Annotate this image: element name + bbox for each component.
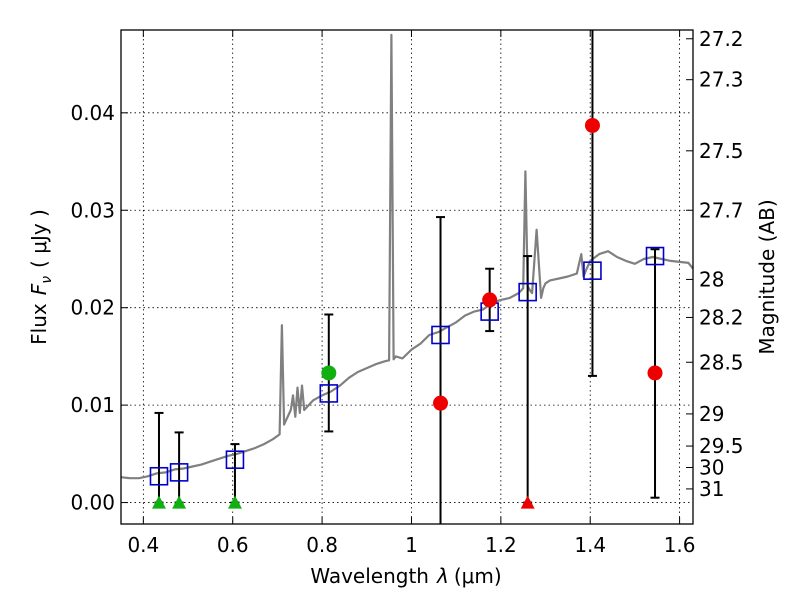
y-tick-label: 0.03 — [70, 198, 115, 222]
model-box — [319, 384, 339, 403]
green-triangle-marker — [228, 495, 242, 509]
green-triangle-marker — [152, 495, 166, 509]
x-tick-label: 1.4 — [574, 533, 606, 557]
red-point — [584, 117, 600, 133]
right-tick-label: 27.7 — [699, 198, 744, 222]
right-tick-label: 28.2 — [699, 305, 744, 329]
model-box — [431, 325, 450, 345]
data-points — [152, 117, 663, 509]
right-tick-label: 27.2 — [699, 27, 744, 51]
model-box — [645, 246, 665, 266]
right-tick-label: 28 — [699, 267, 724, 291]
red-point — [433, 395, 449, 411]
model-box — [169, 463, 189, 482]
right-tick-label: 27.3 — [699, 68, 744, 92]
model-boxes — [149, 246, 665, 486]
green-point — [321, 365, 337, 381]
x-tick-label: 0.6 — [217, 533, 249, 557]
right-tick-label: 30 — [699, 455, 724, 479]
x-axis-title: Wavelength λ (μm) — [310, 564, 501, 588]
green-triangle-marker — [172, 495, 187, 509]
spectrum-line — [120, 33, 694, 480]
model-box — [149, 466, 169, 486]
y-tick-label: 0.04 — [70, 101, 115, 125]
y-tick-label: 0.00 — [70, 491, 115, 515]
right-tick-label: 27.5 — [699, 139, 744, 163]
x-tick-label: 0.4 — [127, 533, 159, 557]
grid — [121, 30, 693, 524]
red-point — [482, 292, 498, 308]
x-tick-label: 0.8 — [306, 533, 338, 557]
x-tick-label: 1 — [405, 533, 418, 557]
red-triangle-marker — [520, 495, 535, 509]
y-tick-label: 0.01 — [70, 393, 115, 417]
axis-ticks: 0.4 0.6 0.8 1 1.2 1.4 1.6 0.00 0.01 0.02 0.03 0.04 2… — [70, 27, 743, 557]
right-tick-label: 31 — [699, 477, 724, 501]
model-box — [518, 282, 537, 302]
red-point — [647, 365, 663, 381]
right-axis-title: Magnitude (AB) — [755, 199, 779, 354]
model-box — [225, 450, 245, 469]
x-tick-label: 1.2 — [485, 533, 517, 557]
y-axis-title: FluxFν( μJy ) — [27, 209, 55, 345]
spectrum-layer — [120, 33, 694, 480]
model-box — [583, 261, 602, 280]
plot-frame — [120, 29, 694, 525]
right-tick-label: 29 — [699, 402, 724, 426]
right-tick-label: 28.5 — [699, 350, 744, 374]
x-tick-label: 1.6 — [664, 533, 696, 557]
y-tick-label: 0.02 — [70, 296, 115, 320]
right-tick-label: 29.5 — [699, 434, 744, 458]
